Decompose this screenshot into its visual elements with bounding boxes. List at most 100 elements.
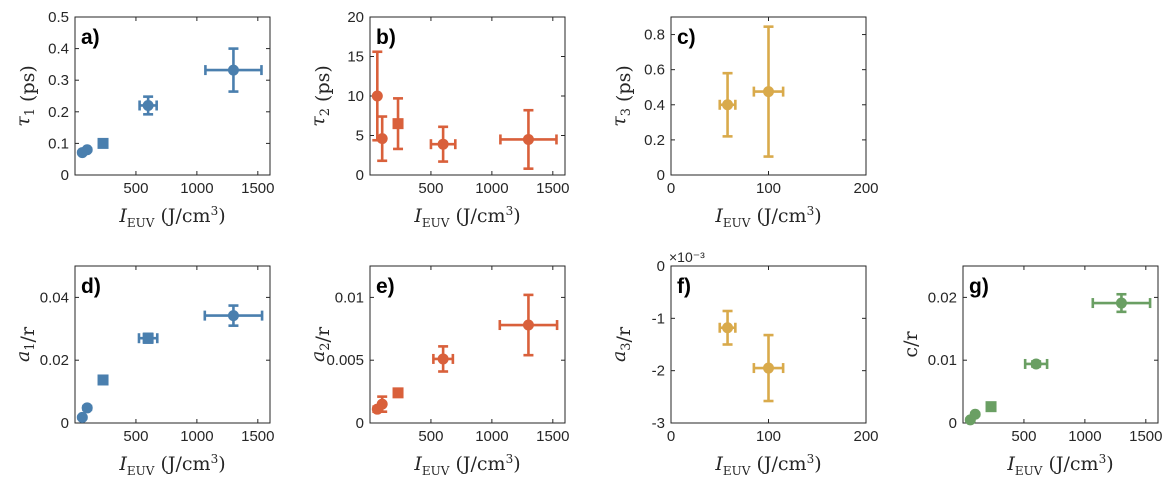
panel-label: a) [81,26,100,49]
marker [97,374,109,386]
marker [392,118,404,130]
panel-e: 500 1000 1500 0 0.005 0.01 IEUV (J/cm3) a2/r e) [307,265,570,478]
data-point [392,97,404,151]
marker [722,322,734,334]
y-tick-label: 0.02 [928,289,957,306]
y-tick-label: 0.04 [40,289,69,306]
panel-label: e) [376,275,395,298]
y-tick-label: -3 [652,415,665,432]
x-tick-label: 1500 [536,428,569,445]
y-exponent-label: ×10⁻³ [669,249,705,265]
x-tick-label: 100 [756,428,781,445]
x-tick-label: 1500 [241,180,274,197]
y-tick-label: 0 [657,167,665,184]
y-tick-label: 15 [347,49,364,66]
data-point [429,125,457,163]
data-point [752,333,785,403]
marker [76,411,88,423]
panel-b: 500 1000 1500 0 5 10 15 20 IEUV (J/cm3) τ2 (ps) b) [307,9,570,230]
marker [1030,358,1042,370]
x-tick-label: 0 [667,428,675,445]
panel-d: 500 1000 1500 0 0.02 0.04 IEUV (J/cm3) a1/r d) [12,265,275,478]
panel-label: b) [376,26,396,49]
marker [437,353,449,365]
panel-label: f) [677,275,691,298]
data-point [985,401,997,413]
marker [392,387,404,399]
x-tick-label: 1000 [180,428,213,445]
marker [81,402,93,414]
x-tick-label: 500 [1011,428,1036,445]
x-tick-label: 200 [853,428,878,445]
panel-a: 500 1000 1500 0 0.1 0.2 0.3 0.4 0.5 IEUV (J/cm3) τ… [12,9,275,230]
data-point [97,137,109,149]
x-tick-label: 500 [123,180,148,197]
y-axis-label: τ3 (ps) [608,65,635,127]
axes-box [74,16,271,176]
data-point [392,387,404,399]
marker [722,99,734,111]
x-axis-label: IEUV (J/cm3) [714,204,821,230]
y-tick-label: 20 [347,9,364,26]
data-point [1023,358,1049,370]
data-point [81,402,93,414]
y-axis-label: c/r [900,331,922,358]
x-axis-label: IEUV (J/cm3) [413,204,520,230]
axes-box [962,265,1159,424]
x-axis-label: IEUV (J/cm3) [413,452,520,478]
data-point [137,332,159,344]
data-point [499,108,558,170]
data-point [204,47,263,93]
marker [142,332,154,344]
y-tick-label: 0.6 [644,62,665,79]
x-tick-label: 500 [418,180,443,197]
marker [522,319,534,331]
marker [371,90,383,102]
data-point [752,25,785,158]
marker [1115,297,1127,309]
axes-box [74,265,271,424]
y-tick-label: 0 [657,258,665,275]
x-tick-label: 500 [418,428,443,445]
x-axis-label: IEUV (J/cm3) [118,452,225,478]
x-axis-label: IEUV (J/cm3) [1006,452,1113,478]
x-tick-label: 100 [756,180,781,197]
marker [522,133,534,145]
panel-g: 500 1000 1500 0 0.01 0.02 IEUV (J/cm3) c/r g) [900,265,1163,478]
panel-label: d) [81,275,101,298]
y-tick-label: 0.4 [48,41,69,58]
data-point [138,95,158,116]
y-tick-label: 0.3 [48,72,69,89]
panel-label: c) [677,26,696,49]
marker [969,408,981,420]
marker [376,133,388,145]
x-tick-label: 200 [853,180,878,197]
axes-box [369,16,566,176]
y-tick-label: 0.01 [928,352,957,369]
y-tick-label: 10 [347,88,364,105]
x-tick-label: 1500 [536,180,569,197]
marker [985,401,997,413]
x-tick-label: 1500 [1129,428,1162,445]
marker [97,137,109,149]
y-tick-label: 5 [356,128,364,145]
x-tick-label: 500 [123,428,148,445]
y-tick-label: 0.4 [644,97,665,114]
marker [227,64,239,76]
marker [763,362,774,374]
data-point [969,408,981,420]
data-point [498,293,559,357]
data-point [1091,292,1152,314]
marker [142,99,154,111]
y-tick-label: 0.1 [48,135,69,152]
y-tick-label: 0.02 [40,352,69,369]
x-tick-label: 0 [667,180,675,197]
y-tick-label: 0.2 [48,104,69,121]
y-axis-label: a2/r [307,326,334,362]
marker [81,144,93,156]
x-tick-label: 1000 [1068,428,1101,445]
x-tick-label: 1500 [241,428,274,445]
y-tick-label: 0 [61,415,69,432]
data-point [76,411,88,423]
data-point [718,71,737,138]
